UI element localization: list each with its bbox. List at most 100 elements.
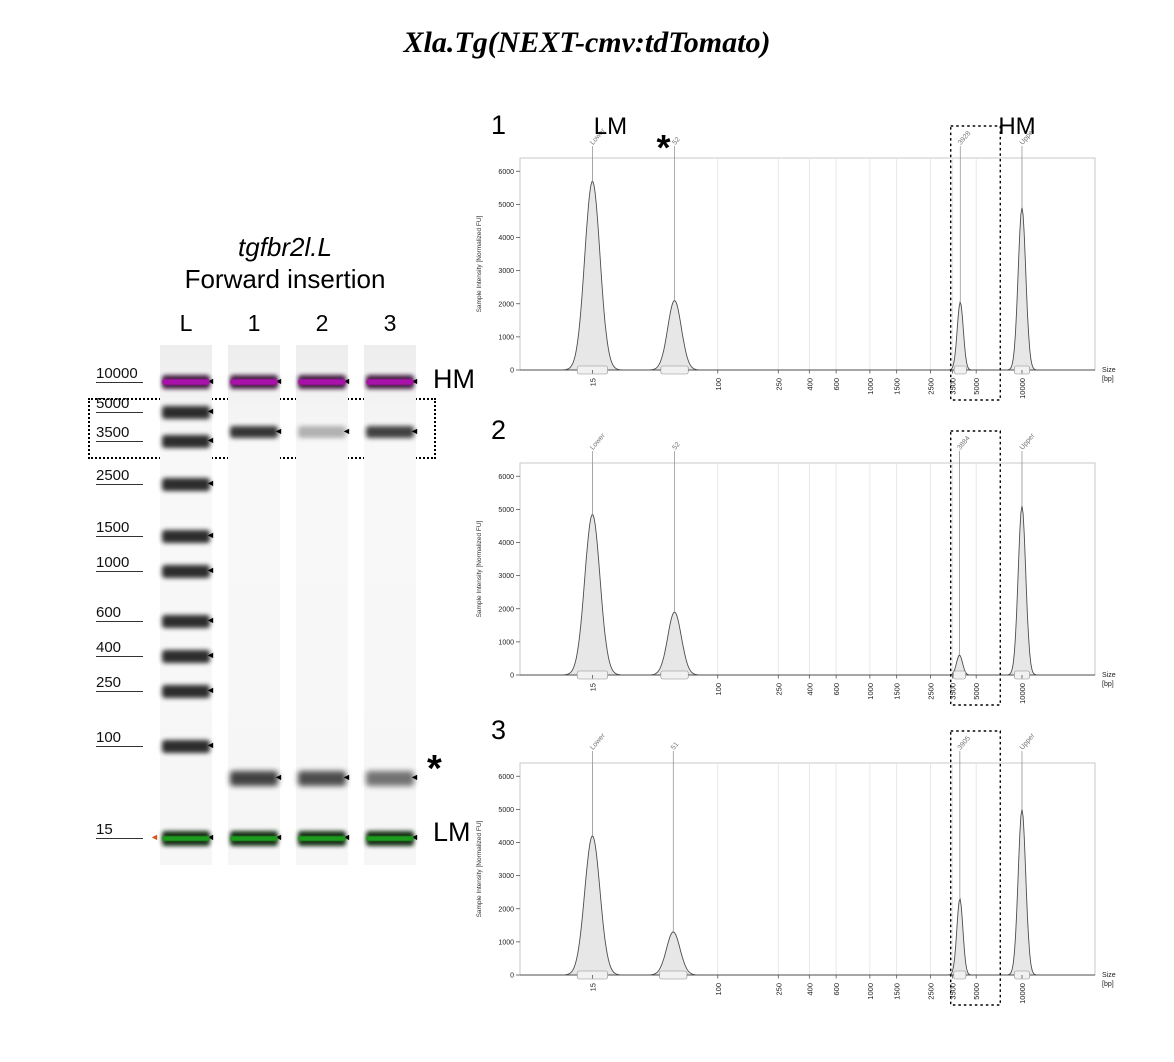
lower-marker-band xyxy=(298,835,346,841)
lower-marker-band xyxy=(230,835,278,841)
gel-band xyxy=(162,649,210,663)
electropherogram-chart: Lower 51 3905 Upper 15 100 250 400 600 1000 1500 25… xyxy=(476,715,1116,1006)
gel-band xyxy=(298,770,346,786)
lane-label: 2 xyxy=(315,310,329,336)
y-tick-label: 0 xyxy=(510,368,514,375)
highlight-box xyxy=(950,125,1001,401)
gel-band xyxy=(162,564,210,578)
plot-border xyxy=(519,762,1096,976)
x-tick-label: 1500 xyxy=(893,683,902,700)
marker-region-bar xyxy=(660,670,689,680)
y-tick-label: 3000 xyxy=(498,268,514,275)
y-tick-label: 2000 xyxy=(498,301,514,308)
x-tick-label: 5000 xyxy=(972,378,981,395)
ladder-size-label: 1000 xyxy=(96,554,143,572)
lower-marker-label: LM xyxy=(433,817,471,847)
x-tick-label: 400 xyxy=(805,683,814,696)
plot-border xyxy=(519,462,1096,676)
y-tick-label: 6000 xyxy=(498,474,514,481)
electropherogram-panel-3: Lower 51 3905 Upper 15 100 250 400 600 1000 1500 25… xyxy=(445,705,1135,1015)
upper-marker-label: HM xyxy=(433,364,475,394)
x-tick-label: 1500 xyxy=(893,378,902,395)
marker-region-bar xyxy=(953,970,967,980)
x-axis-label: [bp] xyxy=(1102,981,1114,988)
gel-band xyxy=(162,434,210,448)
ladder-size-label: 10000 xyxy=(96,365,143,383)
y-tick-label: 3000 xyxy=(498,573,514,580)
x-tick-label: 10000 xyxy=(1018,683,1027,704)
lane-label: 1 xyxy=(247,310,261,336)
y-tick-label: 4000 xyxy=(498,235,514,242)
peak-label: Lower xyxy=(589,732,607,752)
x-axis-label: Size xyxy=(1102,367,1116,374)
band-arrow-icon: ◄ xyxy=(342,426,351,436)
y-tick-label: 5000 xyxy=(498,507,514,514)
y-tick-label: 6000 xyxy=(498,774,514,781)
band-arrow-icon: ◄ xyxy=(274,376,283,386)
y-tick-label: 0 xyxy=(510,673,514,680)
y-axis-label: Sample Intensity [Normalized FU] xyxy=(476,215,483,312)
band-arrow-icon: ◄ xyxy=(206,406,215,416)
upper-marker-band xyxy=(230,379,278,385)
y-tick-label: 1000 xyxy=(498,334,514,341)
x-tick-label: 600 xyxy=(832,983,841,996)
band-arrow-icon: ◄ xyxy=(206,376,215,386)
ladder-size-label: 100 xyxy=(96,729,143,747)
lane-label: 3 xyxy=(383,310,397,336)
band-asterisk: * xyxy=(427,748,442,790)
ladder-size-label: 1500 xyxy=(96,519,143,537)
y-axis-label: Sample Intensity [Normalized FU] xyxy=(476,820,483,917)
x-tick-label: 5000 xyxy=(972,983,981,1000)
x-tick-label: 250 xyxy=(774,683,783,696)
ladder-size-label: 600 xyxy=(96,604,143,622)
x-tick-label: 15 xyxy=(588,983,597,991)
y-tick-label: 2000 xyxy=(498,606,514,613)
x-axis-label: [bp] xyxy=(1102,681,1114,688)
x-tick-label: 2500 xyxy=(926,683,935,700)
gel-band xyxy=(162,405,210,419)
x-tick-label: 400 xyxy=(805,983,814,996)
band-arrow-icon: ◄ xyxy=(274,772,283,782)
marker-region-bar xyxy=(953,365,967,375)
lower-marker-band xyxy=(366,835,414,841)
band-arrow-icon: ◄ xyxy=(206,565,215,575)
y-tick-label: 4000 xyxy=(498,540,514,547)
gel-lane xyxy=(364,345,416,865)
highlight-box xyxy=(950,730,1001,1006)
band-arrow-icon: ◄ xyxy=(206,435,215,445)
upper-marker-band xyxy=(366,379,414,385)
ladder-size-label: 250 xyxy=(96,674,143,692)
x-tick-label: 10000 xyxy=(1018,378,1027,399)
peak-label: 52 xyxy=(671,136,681,147)
x-axis-label: Size xyxy=(1102,972,1116,979)
gel-band xyxy=(162,529,210,543)
panel-number: 2 xyxy=(491,415,506,445)
gel-band xyxy=(298,426,346,438)
panel-number: 1 xyxy=(491,110,506,140)
band-arrow-icon: ◄ xyxy=(206,685,215,695)
gel-band xyxy=(162,614,210,628)
band-arrow-icon: ◄ xyxy=(410,772,419,782)
band-arrow-icon: ◄ xyxy=(206,478,215,488)
lane-label: L xyxy=(179,310,193,336)
electropherogram-panel-2: Lower 52 3884 Upper 15 100 250 400 600 1000 1500 25… xyxy=(445,405,1135,715)
band-arrow-icon: ◄ xyxy=(274,832,283,842)
peak-label: 3884 xyxy=(956,435,971,452)
x-tick-label: 100 xyxy=(714,683,723,696)
x-tick-label: 250 xyxy=(774,983,783,996)
ladder-size-label: 2500 xyxy=(96,467,143,485)
band-arrow-icon: ◄ xyxy=(410,426,419,436)
gel-band xyxy=(162,477,210,491)
x-tick-label: 1500 xyxy=(893,983,902,1000)
lower-marker-band xyxy=(162,835,210,841)
y-tick-label: 4000 xyxy=(498,840,514,847)
y-tick-label: 5000 xyxy=(498,807,514,814)
band-arrow-icon: ◄ xyxy=(410,832,419,842)
x-tick-label: 100 xyxy=(714,378,723,391)
marker-region-bar xyxy=(660,365,689,375)
peak-label: 51 xyxy=(670,741,680,752)
x-tick-label: 400 xyxy=(805,378,814,391)
band-arrow-icon: ◄ xyxy=(206,740,215,750)
x-tick-label: 3500 xyxy=(949,378,958,395)
